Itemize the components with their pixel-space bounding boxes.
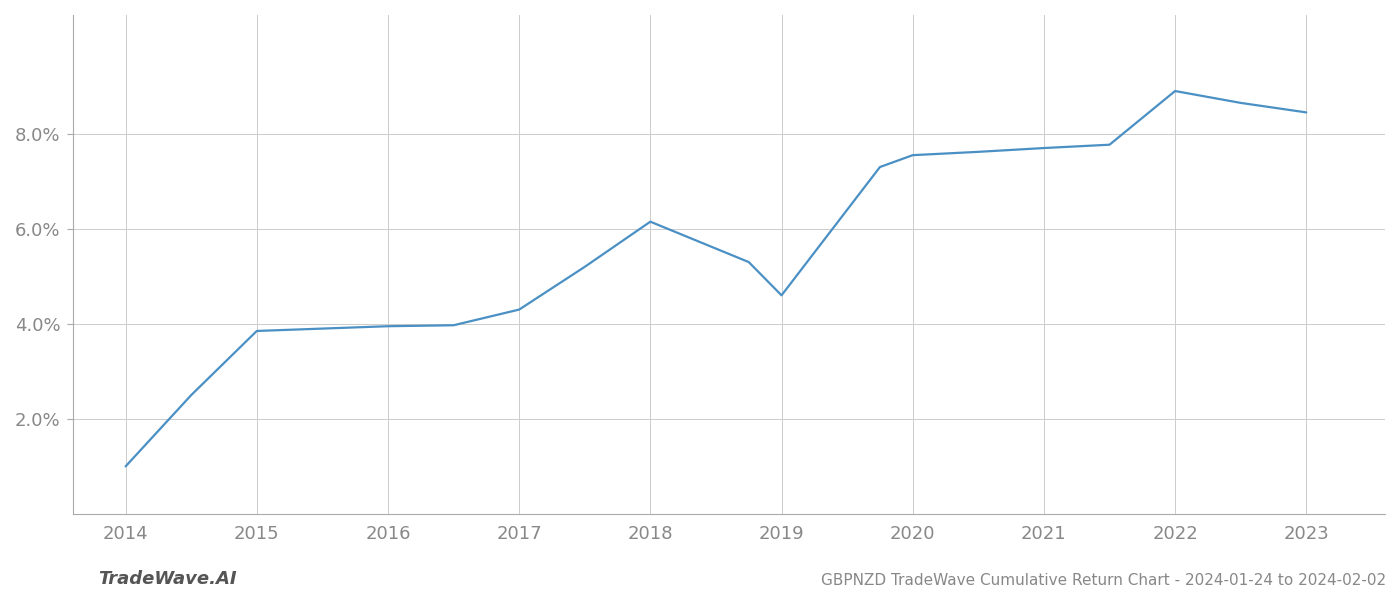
Text: TradeWave.AI: TradeWave.AI xyxy=(98,570,237,588)
Text: GBPNZD TradeWave Cumulative Return Chart - 2024-01-24 to 2024-02-02: GBPNZD TradeWave Cumulative Return Chart… xyxy=(820,573,1386,588)
